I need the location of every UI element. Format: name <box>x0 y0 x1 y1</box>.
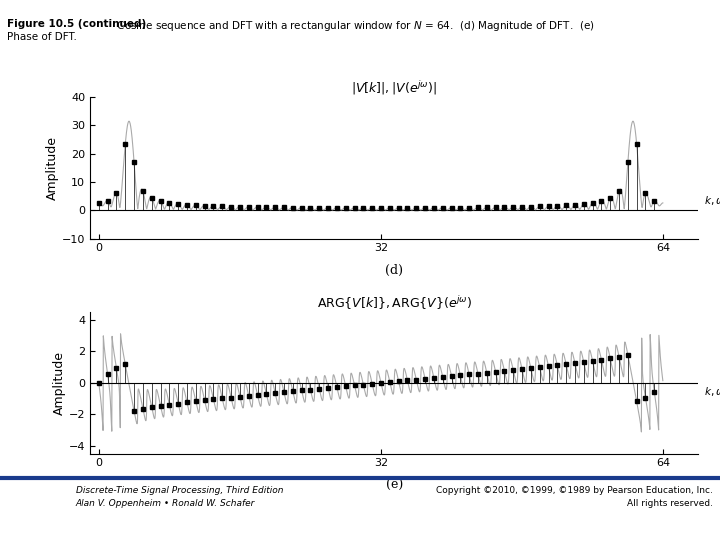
Y-axis label: Amplitude: Amplitude <box>46 136 59 200</box>
Text: All rights reserved.: All rights reserved. <box>627 500 713 509</box>
Title: $\mathrm{ARG}\{V[k]\}, \mathrm{ARG}\{V\}(e^{j\omega})$: $\mathrm{ARG}\{V[k]\}, \mathrm{ARG}\{V\}… <box>317 294 472 312</box>
Text: (d): (d) <box>385 264 403 277</box>
Text: (e): (e) <box>386 479 402 492</box>
Y-axis label: Amplitude: Amplitude <box>53 351 66 415</box>
Text: Copyright ©2010, ©1999, ©1989 by Pearson Education, Inc.: Copyright ©2010, ©1999, ©1989 by Pearson… <box>436 486 713 495</box>
Text: Figure 10.5 (continued): Figure 10.5 (continued) <box>7 19 146 29</box>
Text: Phase of DFT.: Phase of DFT. <box>7 32 77 43</box>
Text: Cosine sequence and DFT with a rectangular window for $N$ = 64.  (d) Magnitude o: Cosine sequence and DFT with a rectangul… <box>107 19 594 33</box>
Title: $|V[k]|, |V(e^{j\omega})|$: $|V[k]|, |V(e^{j\omega})|$ <box>351 79 437 97</box>
Text: PEARSON: PEARSON <box>19 501 53 506</box>
Text: Discrete-Time Signal Processing, Third Edition: Discrete-Time Signal Processing, Third E… <box>76 486 283 495</box>
Text: $k,\omega N/2\pi$: $k,\omega N/2\pi$ <box>704 385 720 398</box>
Bar <box>12 517 60 521</box>
Text: Alan V. Oppenheim • Ronald W. Schafer: Alan V. Oppenheim • Ronald W. Schafer <box>76 500 255 509</box>
Text: $k,\omega N/2\pi$: $k,\omega N/2\pi$ <box>704 194 720 207</box>
